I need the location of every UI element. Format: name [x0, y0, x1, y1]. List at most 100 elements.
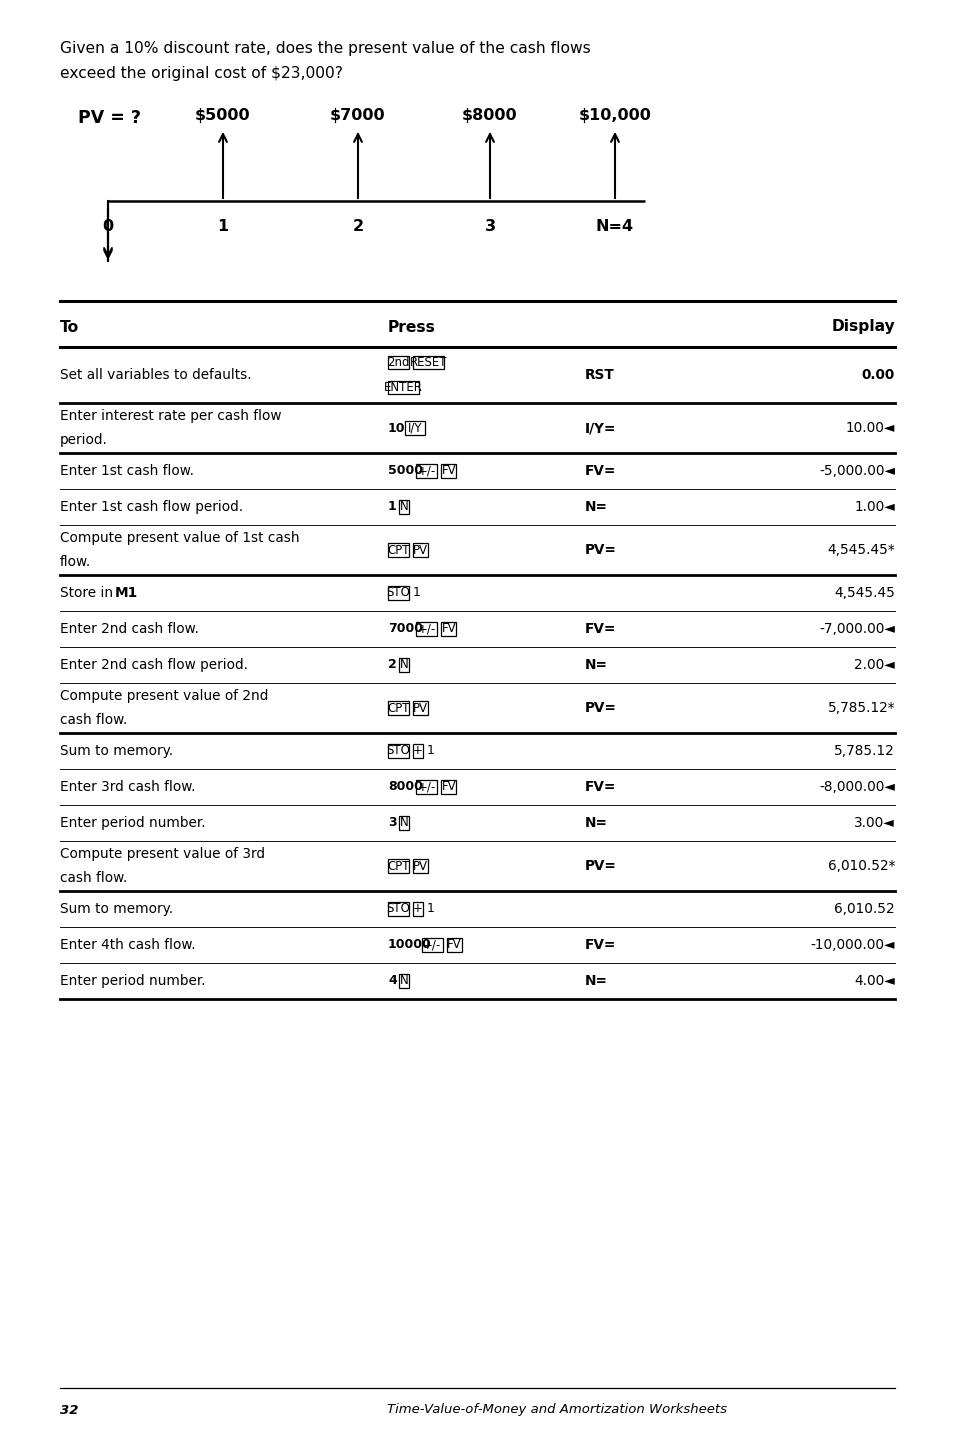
Text: FV: FV [441, 623, 456, 635]
FancyBboxPatch shape [416, 464, 436, 478]
Text: 4,545.45: 4,545.45 [833, 585, 894, 600]
Text: Given a 10% discount rate, does the present value of the cash flows: Given a 10% discount rate, does the pres… [60, 41, 590, 55]
Text: N=: N= [584, 499, 607, 514]
Text: N: N [399, 817, 408, 830]
FancyBboxPatch shape [404, 421, 425, 434]
FancyBboxPatch shape [413, 744, 422, 757]
Text: N=: N= [584, 658, 607, 673]
Text: PV=: PV= [584, 543, 617, 558]
Text: Enter 3rd cash flow.: Enter 3rd cash flow. [60, 780, 195, 794]
Text: FV=: FV= [584, 780, 616, 794]
Text: 1: 1 [427, 744, 435, 757]
Text: Store in: Store in [60, 585, 117, 600]
Text: cash flow.: cash flow. [60, 871, 128, 885]
Text: N: N [399, 974, 408, 987]
Text: Compute present value of 1st cash: Compute present value of 1st cash [60, 531, 299, 545]
Text: I/Y: I/Y [407, 421, 422, 434]
Text: To: To [60, 319, 79, 335]
Text: 5000: 5000 [388, 464, 422, 478]
Text: FV=: FV= [584, 464, 616, 478]
FancyBboxPatch shape [388, 903, 409, 916]
Text: 3: 3 [484, 218, 495, 234]
Text: FV=: FV= [584, 938, 616, 952]
Text: FV: FV [447, 939, 461, 952]
Text: 4: 4 [388, 974, 396, 987]
FancyBboxPatch shape [388, 543, 409, 556]
FancyBboxPatch shape [398, 501, 409, 514]
FancyBboxPatch shape [413, 357, 444, 370]
FancyBboxPatch shape [413, 702, 428, 715]
Text: Compute present value of 3rd: Compute present value of 3rd [60, 847, 265, 860]
Text: +/-: +/- [417, 464, 436, 478]
Text: I/Y=: I/Y= [584, 421, 616, 435]
Text: Enter 2nd cash flow.: Enter 2nd cash flow. [60, 622, 198, 636]
Text: 1: 1 [388, 501, 396, 514]
Text: RST: RST [584, 368, 614, 381]
Text: 2.00◄: 2.00◄ [853, 658, 894, 673]
Text: Enter 4th cash flow.: Enter 4th cash flow. [60, 938, 195, 952]
Text: Enter 2nd cash flow period.: Enter 2nd cash flow period. [60, 658, 248, 673]
Text: Enter 1st cash flow.: Enter 1st cash flow. [60, 464, 193, 478]
Text: N=: N= [584, 974, 607, 989]
Text: PV: PV [413, 543, 428, 556]
FancyBboxPatch shape [398, 974, 409, 987]
Text: Enter period number.: Enter period number. [60, 974, 206, 989]
Text: 0.00: 0.00 [861, 368, 894, 381]
Text: $7000: $7000 [330, 108, 385, 122]
Text: 2nd: 2nd [387, 357, 409, 370]
Text: +/-: +/- [423, 939, 441, 952]
Text: 4.00◄: 4.00◄ [853, 974, 894, 989]
Text: exceed the original cost of $23,000?: exceed the original cost of $23,000? [60, 66, 343, 82]
FancyBboxPatch shape [388, 702, 409, 715]
Text: period.: period. [60, 432, 108, 447]
Text: FV=: FV= [584, 622, 616, 636]
Text: 32: 32 [60, 1404, 78, 1417]
FancyBboxPatch shape [388, 744, 409, 757]
Text: +/-: +/- [417, 623, 436, 635]
Text: CPT: CPT [387, 859, 409, 872]
FancyBboxPatch shape [388, 859, 409, 872]
FancyBboxPatch shape [388, 380, 419, 395]
Text: N=: N= [584, 815, 607, 830]
Text: 1: 1 [427, 903, 435, 916]
Text: flow.: flow. [60, 555, 91, 569]
Text: Sum to memory.: Sum to memory. [60, 744, 172, 759]
FancyBboxPatch shape [413, 543, 428, 556]
Text: 10: 10 [388, 421, 405, 434]
Text: PV = ?: PV = ? [78, 109, 141, 127]
Text: 1.00◄: 1.00◄ [853, 499, 894, 514]
Text: 7000: 7000 [388, 623, 422, 635]
FancyBboxPatch shape [388, 357, 409, 370]
Text: PV=: PV= [584, 700, 617, 715]
Text: Press: Press [388, 319, 436, 335]
Text: FV: FV [441, 464, 456, 478]
Text: PV=: PV= [584, 859, 617, 874]
Text: $8000: $8000 [461, 108, 517, 122]
Text: 2: 2 [352, 218, 363, 234]
Text: STO: STO [386, 744, 410, 757]
Text: N=4: N=4 [596, 218, 634, 234]
Text: .: . [128, 585, 132, 600]
Text: FV: FV [441, 780, 456, 794]
Text: 10000: 10000 [388, 939, 432, 952]
Text: ENTER: ENTER [384, 381, 423, 393]
Text: 5,785.12*: 5,785.12* [826, 700, 894, 715]
Text: N: N [399, 658, 408, 671]
Text: 1: 1 [413, 587, 420, 600]
Text: PV: PV [413, 859, 428, 872]
FancyBboxPatch shape [413, 903, 422, 916]
Text: STO: STO [386, 903, 410, 916]
Text: 8000: 8000 [388, 780, 422, 794]
FancyBboxPatch shape [440, 464, 456, 478]
Text: cash flow.: cash flow. [60, 713, 128, 727]
Text: Enter interest rate per cash flow: Enter interest rate per cash flow [60, 409, 281, 424]
Text: 1: 1 [217, 218, 229, 234]
Text: Sum to memory.: Sum to memory. [60, 903, 172, 916]
Text: -8,000.00◄: -8,000.00◄ [819, 780, 894, 794]
Text: -5,000.00◄: -5,000.00◄ [818, 464, 894, 478]
Text: CPT: CPT [387, 702, 409, 715]
Text: N: N [399, 501, 408, 514]
Text: 6,010.52*: 6,010.52* [827, 859, 894, 874]
FancyBboxPatch shape [416, 780, 436, 794]
FancyBboxPatch shape [398, 817, 409, 830]
